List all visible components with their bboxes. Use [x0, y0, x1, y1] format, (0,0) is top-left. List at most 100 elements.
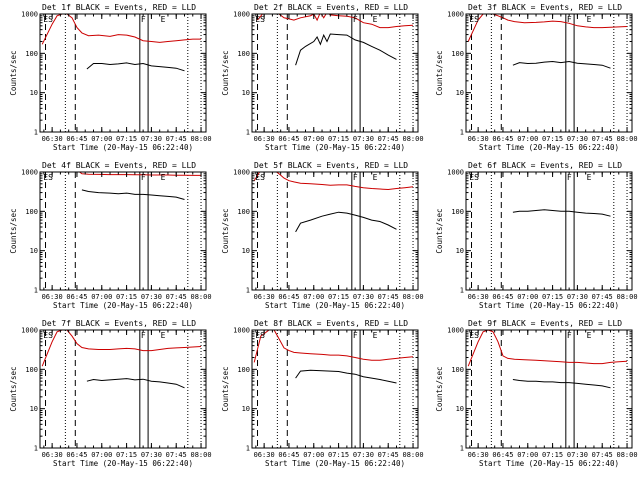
y-tick-label: 1 [34, 287, 38, 295]
interval-marker-label: E [255, 331, 260, 340]
interval-marker-label: E [255, 15, 260, 24]
chart-panel: Det 2f BLACK = Events, RED = LLD 1 10 100 10… [221, 3, 424, 152]
x-tick-label: 07:00 [517, 451, 538, 459]
chart-panel: Det 6f BLACK = Events, RED = LLD 1 10 100 10… [435, 161, 638, 310]
x-tick-label: 07:30 [567, 293, 588, 301]
x-tick-label: 06:30 [254, 293, 275, 301]
x-tick-label: 07:15 [328, 293, 349, 301]
x-tick-label: 07:00 [91, 135, 112, 143]
plot-frame [39, 329, 207, 449]
y-axis-label: Counts/sec [435, 50, 444, 95]
series-line-events [295, 33, 397, 66]
x-tick-label: 08:00 [616, 135, 637, 143]
y-axis-label: Counts/sec [435, 366, 444, 411]
interval-marker-label: S [260, 15, 265, 24]
x-tick-label: 07:00 [303, 451, 324, 459]
x-tick-label: 07:45 [592, 135, 613, 143]
interval-marker-label: E [43, 173, 48, 182]
x-tick-label: 07:15 [542, 293, 563, 301]
series-line-lld [41, 14, 201, 45]
plot-frame [465, 329, 633, 449]
x-tick-label: 07:00 [303, 135, 324, 143]
chart-title: Det 5f BLACK = Events, RED = LLD [254, 161, 408, 170]
y-axis-label: Counts/sec [435, 208, 444, 253]
x-tick-label: 07:45 [378, 135, 399, 143]
chart-title: Det 2f BLACK = Events, RED = LLD [254, 3, 408, 12]
interval-marker-label: F [353, 15, 358, 24]
x-tick-label: 06:45 [66, 293, 87, 301]
chart-title: Det 7f BLACK = Events, RED = LLD [42, 319, 196, 328]
interval-marker-label: S [48, 331, 53, 340]
x-tick-label: 06:45 [278, 293, 299, 301]
interval-marker-label: S [474, 173, 479, 182]
chart-panel: Det 3f BLACK = Events, RED = LLD 1 10 100 10… [435, 3, 638, 152]
plot-area [41, 14, 202, 132]
series-line-lld [467, 330, 628, 367]
y-axis-label: Counts/sec [9, 50, 18, 95]
x-tick-label: 07:45 [166, 135, 187, 143]
plot-area [253, 330, 414, 448]
series-line-lld [78, 172, 201, 176]
interval-marker-label: E [255, 173, 260, 182]
y-tick-label: 1000 [21, 169, 38, 177]
interval-marker-label: E [587, 173, 592, 182]
y-tick-label: 1 [34, 445, 38, 453]
y-tick-label: 10 [242, 405, 250, 413]
y-axis-label: Counts/sec [9, 366, 18, 411]
interval-marker-label: F [141, 15, 146, 24]
series-line-lld [467, 14, 628, 42]
y-tick-label: 100 [451, 366, 464, 374]
interval-marker-label: E [469, 173, 474, 182]
x-tick-label: 07:00 [303, 293, 324, 301]
x-axis-label: Start Time (20-May-15 06:22:40) [479, 459, 619, 468]
interval-marker-label: E [373, 331, 378, 340]
plot-frame [465, 13, 633, 133]
x-tick-label: 07:30 [353, 135, 374, 143]
y-tick-label: 1 [460, 129, 464, 137]
x-tick-label: 06:30 [468, 293, 489, 301]
x-tick-label: 07:15 [542, 135, 563, 143]
interval-marker-label: E [373, 15, 378, 24]
series-line-lld [41, 330, 202, 367]
series-line-events [295, 369, 397, 384]
chart-panel: Det 5f BLACK = Events, RED = LLD 1 10 100 10… [221, 161, 424, 310]
series-line-events [86, 62, 185, 72]
x-tick-label: 08:00 [616, 451, 637, 459]
x-tick-label: 06:45 [492, 451, 513, 459]
x-tick-label: 08:00 [190, 293, 211, 301]
chart-panel: Det 7f BLACK = Events, RED = LLD 1 10 100 10… [9, 319, 212, 468]
chart-title: Det 1f BLACK = Events, RED = LLD [42, 3, 196, 12]
chart-title: Det 8f BLACK = Events, RED = LLD [254, 319, 408, 328]
x-tick-label: 07:45 [166, 451, 187, 459]
x-tick-label: 07:30 [353, 293, 374, 301]
y-tick-label: 1000 [21, 327, 38, 335]
x-tick-label: 07:00 [517, 135, 538, 143]
plot-area [257, 14, 414, 132]
interval-marker-label: F [141, 173, 146, 182]
y-tick-label: 100 [237, 366, 250, 374]
x-tick-label: 07:15 [116, 135, 137, 143]
x-axis-label: Start Time (20-May-15 06:22:40) [265, 301, 405, 310]
y-axis-label: Counts/sec [9, 208, 18, 253]
plot-frame [251, 13, 419, 133]
x-tick-label: 06:30 [468, 451, 489, 459]
y-tick-label: 1 [460, 287, 464, 295]
y-axis-label: Counts/sec [221, 366, 230, 411]
interval-marker-label: F [567, 15, 572, 24]
y-tick-label: 10 [30, 405, 38, 413]
y-axis-label: Counts/sec [221, 50, 230, 95]
interval-marker-label: E [469, 15, 474, 24]
series-line-lld [253, 330, 414, 363]
chart-panel: Det 4f BLACK = Events, RED = LLD 1 10 100 10… [9, 161, 212, 310]
y-tick-label: 10 [456, 89, 464, 97]
interval-marker-label: E [161, 331, 166, 340]
chart-panel: Det 9f BLACK = Events, RED = LLD 1 10 100 10… [435, 319, 638, 468]
chart-title: Det 3f BLACK = Events, RED = LLD [468, 3, 622, 12]
y-tick-label: 1000 [21, 11, 38, 19]
x-tick-label: 08:00 [402, 135, 423, 143]
x-tick-label: 06:45 [278, 135, 299, 143]
chart-title: Det 4f BLACK = Events, RED = LLD [42, 161, 196, 170]
interval-marker-label: S [260, 173, 265, 182]
interval-marker-label: S [474, 331, 479, 340]
